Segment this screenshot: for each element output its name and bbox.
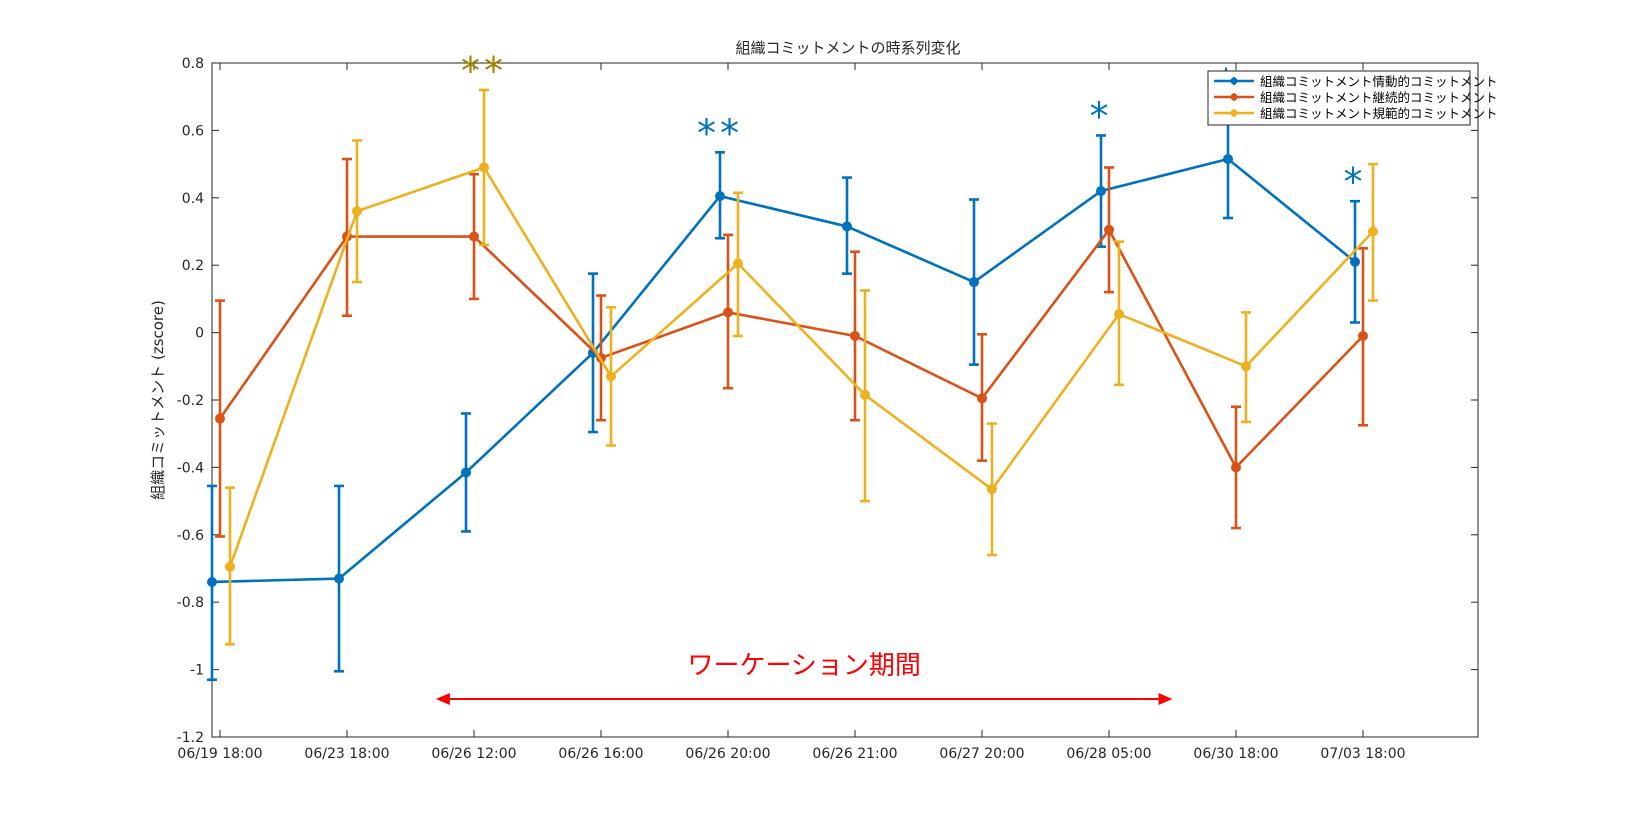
- data-point: [1104, 224, 1114, 235]
- data-point: [352, 206, 362, 217]
- data-point: [977, 393, 987, 404]
- data-point: [469, 231, 479, 242]
- x-tick-label: 06/26 12:00: [431, 746, 516, 762]
- data-point: [969, 277, 979, 288]
- y-tick-label: -0.2: [177, 393, 204, 409]
- data-point: [334, 573, 344, 584]
- data-point: [215, 413, 225, 424]
- data-point: [723, 307, 733, 318]
- x-tick-label: 06/28 05:00: [1066, 746, 1151, 762]
- series-line: [228, 166, 1374, 568]
- data-point: [733, 258, 743, 269]
- y-axis-label: 組織コミットメント (zscore): [149, 300, 167, 500]
- data-point: [1096, 186, 1106, 197]
- data-point: [850, 330, 860, 341]
- series-line: [211, 157, 1356, 584]
- significance-marker: *: [1344, 160, 1367, 204]
- y-tick-label: -1.2: [177, 730, 204, 746]
- y-tick-label: -0.4: [177, 460, 204, 476]
- data-point: [606, 371, 616, 382]
- series-group: [207, 88, 1378, 682]
- period-annotation: ワーケーション期間: [435, 651, 1173, 705]
- data-point: [1114, 309, 1124, 320]
- y-tick-label: -0.6: [177, 528, 204, 544]
- x-tick-label: 06/26 16:00: [558, 746, 643, 762]
- legend-label: 組織コミットメント継続的コミットメント: [1260, 90, 1498, 105]
- data-point: [1231, 462, 1241, 473]
- data-point: [1368, 226, 1378, 237]
- y-tick-label: 0.2: [182, 258, 204, 274]
- x-tick-label: 06/27 20:00: [939, 746, 1024, 762]
- chart-title: 組織コミットメントの時系列変化: [735, 39, 960, 57]
- x-tick-label: 07/03 18:00: [1320, 746, 1405, 762]
- data-point: [1241, 361, 1251, 372]
- significance-marker: **: [461, 49, 507, 93]
- significance-marker: *: [1090, 94, 1113, 138]
- legend-swatch-marker: [1230, 77, 1238, 85]
- data-point: [860, 389, 870, 400]
- series-1: [207, 100, 1360, 682]
- series-3: [225, 88, 1378, 646]
- data-point: [987, 484, 997, 495]
- x-tick-label: 06/26 20:00: [685, 746, 770, 762]
- legend: 組織コミットメント情動的コミットメント組織コミットメント継続的コミットメント組織…: [1207, 70, 1498, 126]
- data-point: [1358, 330, 1368, 341]
- data-point: [1223, 154, 1233, 165]
- data-point: [207, 576, 217, 587]
- data-point: [842, 221, 852, 232]
- significance-marker: **: [697, 111, 743, 155]
- x-tick-label: 06/26 21:00: [812, 746, 897, 762]
- legend-label: 組織コミットメント情動的コミットメント: [1260, 74, 1498, 89]
- data-point: [461, 467, 471, 478]
- x-tick-label: 06/30 18:00: [1193, 746, 1278, 762]
- legend-swatch-marker: [1230, 93, 1238, 101]
- axes: 0.8 0.6 0.4 0.2 0 -0.2 -0.4 -0.6 -0.8 -1 -1.206/19…: [177, 56, 1479, 762]
- data-point: [1350, 256, 1360, 267]
- y-tick-label: 0.6: [182, 123, 204, 139]
- y-tick-label: 0: [195, 326, 204, 342]
- y-tick-label: -0.8: [177, 595, 204, 611]
- legend-swatch-marker: [1230, 109, 1238, 117]
- y-tick-label: 0.4: [182, 191, 204, 207]
- x-tick-label: 06/19 18:00: [177, 746, 262, 762]
- data-point: [479, 162, 489, 173]
- legend-label: 組織コミットメント規範的コミットメント: [1260, 106, 1498, 121]
- data-point: [715, 191, 725, 202]
- period-label: ワーケーション期間: [687, 651, 920, 681]
- y-tick-label: -1: [190, 663, 204, 679]
- period-arrow-head-right: [1158, 693, 1173, 705]
- series-line: [218, 228, 1364, 469]
- x-tick-label: 06/23 18:00: [304, 746, 389, 762]
- data-point: [225, 561, 235, 572]
- period-arrow-head-left: [435, 693, 450, 705]
- y-tick-label: 0.8: [182, 56, 204, 72]
